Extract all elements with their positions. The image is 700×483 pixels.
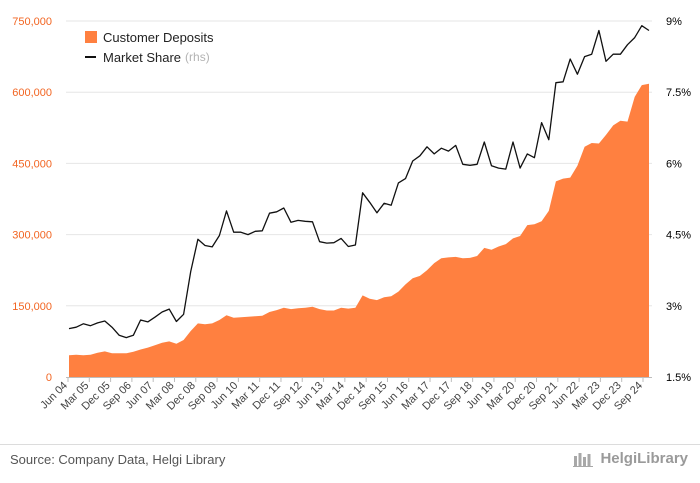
right-tick-label: 9% — [666, 16, 682, 28]
left-tick-label: 0 — [46, 372, 52, 384]
legend-note-rhs: (rhs) — [185, 50, 210, 64]
right-tick-label: 6% — [666, 158, 682, 170]
left-axis-ticks: 0 150,000 300,000 450,000 600,000 750,000 — [12, 16, 52, 384]
legend-label-deposits: Customer Deposits — [103, 29, 214, 45]
axes — [66, 377, 652, 382]
series-area-customer-deposits — [69, 83, 649, 377]
right-tick-label: 4.5% — [666, 230, 691, 242]
footer-divider — [0, 444, 700, 445]
right-axis-ticks: 1.5% 3% 4.5% 6% 7.5% 9% — [666, 16, 691, 384]
right-tick-label: 3% — [666, 301, 682, 313]
legend-swatch-market-share — [85, 56, 96, 58]
right-tick-label: 1.5% — [666, 372, 691, 384]
brand-name: HelgiLibrary — [600, 450, 688, 467]
area-layer — [69, 83, 649, 377]
legend-swatch-deposits — [85, 31, 97, 43]
left-tick-label: 750,000 — [12, 16, 52, 28]
left-tick-label: 300,000 — [12, 230, 52, 242]
library-icon — [573, 452, 594, 467]
line-layer — [68, 25, 650, 339]
source-note: Source: Company Data, Helgi Library — [10, 452, 226, 467]
legend: Customer Deposits Market Share (rhs) — [85, 27, 214, 67]
right-tick-label: 7.5% — [666, 87, 691, 99]
left-tick-label: 450,000 — [12, 158, 52, 170]
left-tick-label: 600,000 — [12, 87, 52, 99]
left-tick-label: 150,000 — [12, 301, 52, 313]
series-line-market-share — [68, 25, 650, 339]
brand-logo[interactable]: HelgiLibrary — [573, 450, 688, 467]
legend-item-market-share: Market Share (rhs) — [85, 47, 214, 67]
legend-item-customer-deposits: Customer Deposits — [85, 27, 214, 47]
deposits-market-share-chart: 0 150,000 300,000 450,000 600,000 750,000 1.5… — [12, 16, 691, 413]
legend-label-market-share: Market Share — [103, 49, 182, 65]
